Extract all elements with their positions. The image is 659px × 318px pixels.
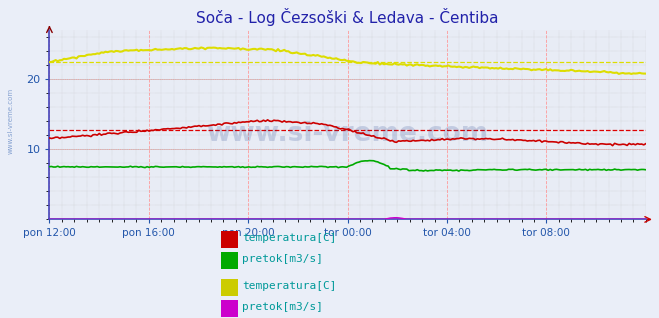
Bar (221, 279, 238, 296)
Title: Soča - Log Čezsoški & Ledava - Čentiba: Soča - Log Čezsoški & Ledava - Čentiba (196, 8, 499, 26)
Text: www.sl-vreme.com: www.sl-vreme.com (8, 88, 14, 154)
Bar (221, 300, 238, 317)
Text: temperatura[C]: temperatura[C] (243, 280, 337, 291)
Text: pretok[m3/s]: pretok[m3/s] (243, 301, 323, 312)
Bar (221, 252, 238, 269)
Bar (221, 231, 238, 248)
Text: pretok[m3/s]: pretok[m3/s] (243, 254, 323, 264)
Text: temperatura[C]: temperatura[C] (243, 233, 337, 243)
Text: www.si-vreme.com: www.si-vreme.com (206, 121, 489, 147)
